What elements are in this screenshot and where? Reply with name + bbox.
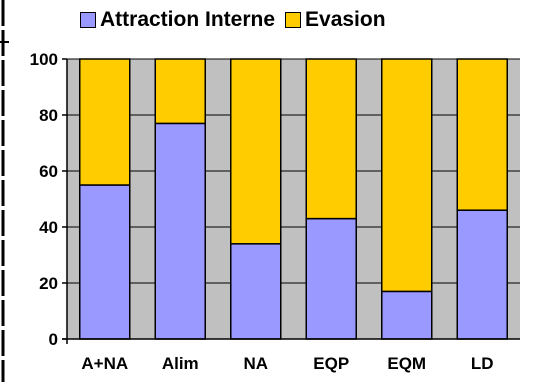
legend-item-evasion: Evasion	[285, 8, 386, 32]
legend-swatch-attraction	[80, 12, 96, 28]
x-tick-label: LD	[471, 354, 494, 373]
bar-ld-evasion	[456, 58, 508, 211]
bar-na-attraction	[230, 243, 282, 340]
bar-ana-attraction	[79, 184, 131, 340]
x-tick-label: NA	[243, 354, 268, 373]
legend-label-evasion: Evasion	[305, 8, 386, 31]
x-tick-label: EQM	[387, 354, 426, 373]
x-tick-label: Alim	[162, 354, 199, 373]
bar-eqp-attraction	[305, 217, 357, 340]
y-tick-label: 0	[49, 330, 58, 349]
legend-item-attraction: Attraction Interne	[80, 8, 275, 32]
bar-ld-attraction	[456, 209, 508, 340]
plot-area	[67, 59, 520, 339]
bar-alim-evasion	[154, 58, 206, 125]
x-tick-label: EQP	[313, 354, 349, 373]
y-tick-label: 80	[39, 106, 58, 125]
legend-swatch-evasion	[285, 12, 302, 28]
bar-na-evasion	[230, 58, 282, 245]
y-tick-label: 60	[39, 162, 58, 181]
legend: Attraction Interne Evasion	[80, 6, 386, 34]
legend-label-attraction: Attraction Interne	[100, 8, 276, 31]
bar-eqm-attraction	[381, 290, 433, 340]
x-tick-label: A+NA	[81, 354, 128, 373]
bar-eqm-evasion	[381, 58, 433, 293]
bar-eqp-evasion	[305, 58, 357, 220]
bar-alim-attraction	[154, 122, 206, 340]
y-tick-label: 20	[39, 274, 58, 293]
bar-ana-evasion	[79, 58, 131, 186]
y-tick-label: 100	[30, 50, 58, 69]
y-tick-label: 40	[39, 218, 58, 237]
